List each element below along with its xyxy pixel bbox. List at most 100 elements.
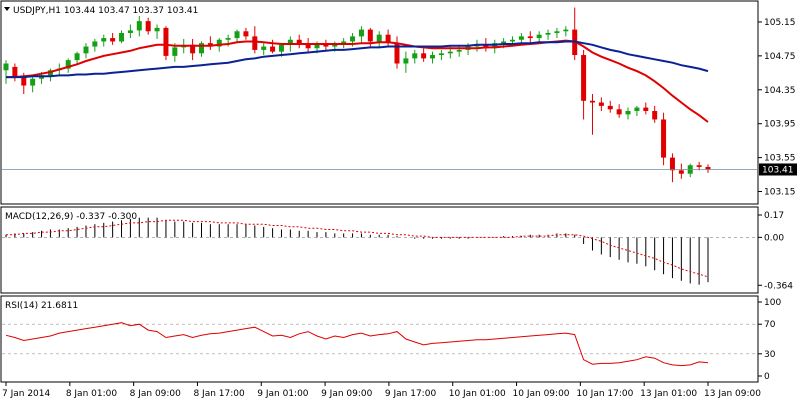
candle-body (447, 51, 453, 54)
candle-body (705, 166, 711, 170)
candle-body (607, 105, 613, 110)
time-tick-label: 10 Jan 09:00 (513, 389, 570, 399)
candle-body (127, 30, 133, 33)
time-tick-label: 8 Jan 17:00 (193, 389, 245, 399)
macd-tick-label: -0.364 (764, 281, 793, 291)
candle-body (296, 39, 302, 45)
candle-body (403, 58, 409, 64)
candle-body (456, 49, 462, 52)
candle-body (510, 39, 516, 42)
rsi-tick-label: 70 (764, 320, 776, 330)
rsi-layer (2, 322, 757, 367)
candle-body (598, 102, 604, 106)
candle-body (589, 100, 595, 103)
candle-body (172, 47, 178, 56)
price-tick-label: 103.55 (764, 154, 796, 164)
candle-body (554, 31, 560, 33)
candle-body (21, 77, 27, 86)
candle-body (518, 36, 524, 40)
current-price-text: 103.41 (762, 165, 794, 175)
candle-body (92, 41, 98, 47)
candle-body (65, 60, 71, 69)
candle-body (545, 32, 551, 35)
candle-body (634, 107, 640, 111)
candle-body (314, 43, 320, 49)
collapse-arrow-icon[interactable] (4, 7, 10, 11)
candle-body (12, 66, 18, 78)
candle-body (563, 29, 569, 32)
candle-body (332, 44, 338, 47)
candle-body (287, 39, 293, 45)
candle-body (696, 165, 702, 167)
rsi-tick-label: 30 (764, 350, 776, 360)
macd-tick-label: 0.17 (764, 211, 784, 221)
price-tick-label: 103.95 (764, 120, 796, 130)
time-tick-label: 7 Jan 2014 (2, 389, 50, 399)
rsi-tick-label: 100 (764, 298, 781, 308)
time-tick-label: 9 Jan 01:00 (257, 389, 309, 399)
candle-body (430, 55, 436, 59)
moving-average-line (6, 40, 709, 79)
candle-body (625, 110, 631, 115)
candle-body (536, 34, 542, 39)
time-tick-label: 13 Jan 09:00 (704, 389, 761, 399)
price-tick-label: 104.75 (764, 52, 796, 62)
candle-body (661, 119, 667, 158)
candle-body (438, 53, 444, 56)
candle-body (616, 109, 622, 115)
candle-body (30, 78, 36, 86)
macd-layer (2, 217, 757, 285)
time-axis: 7 Jan 2014 8 Jan 01:00 8 Jan 09:00 8 Jan 17… (2, 382, 761, 399)
candle-body (163, 27, 169, 56)
candle-body (261, 46, 267, 50)
macd-tick-label: 0.00 (764, 233, 784, 243)
candle-body (278, 44, 284, 52)
candle-body (234, 31, 240, 39)
candle-body (136, 21, 142, 31)
candle-body (243, 31, 249, 37)
rsi-tick-label: 0 (764, 372, 770, 382)
candle-body (581, 55, 587, 101)
price-layer (2, 7, 757, 183)
candle-body (101, 38, 107, 42)
candle-body (198, 43, 204, 54)
current-price-label: 103.41 (759, 163, 797, 176)
price-tick-label: 103.15 (764, 188, 796, 198)
candle-body (527, 36, 533, 39)
rsi-panel (0, 295, 759, 383)
candle-body (190, 44, 196, 54)
candle-body (358, 29, 364, 37)
candle-body (367, 29, 373, 42)
time-tick-label: 10 Jan 17:00 (576, 389, 633, 399)
candle-body (394, 43, 400, 64)
time-tick-label: 13 Jan 01:00 (640, 389, 697, 399)
time-tick-label: 10 Jan 01:00 (449, 389, 506, 399)
candle-body (119, 32, 125, 42)
candle-body (270, 46, 276, 52)
candle-body (3, 63, 9, 71)
candle-body (643, 107, 649, 111)
candle-body (412, 53, 418, 59)
macd-axis: 0.17 0.00 -0.364 (758, 211, 793, 291)
candle-body (669, 157, 675, 171)
price-panel-title: USDJPY,H1 103.44 103.47 103.37 103.41 (13, 6, 198, 16)
moving-average-line (6, 39, 709, 123)
candle-body (74, 53, 80, 61)
candle-body (350, 36, 356, 42)
candle-body (216, 39, 222, 47)
rsi-line (5, 322, 709, 367)
rsi-panel-title: RSI(14) 21.6811 (5, 301, 78, 311)
macd-signal-line (6, 219, 709, 278)
price-tick-label: 105.15 (764, 18, 796, 28)
time-tick-label: 9 Jan 09:00 (321, 389, 373, 399)
time-tick-label: 9 Jan 17:00 (385, 389, 437, 399)
candle-body (145, 21, 151, 32)
candle-body (385, 34, 391, 44)
candle-body (652, 110, 658, 120)
candle-body (376, 34, 382, 42)
macd-panel-title: MACD(12,26,9) -0.337 -0.300 (5, 212, 137, 222)
candle-body (225, 38, 231, 40)
candle-body (110, 38, 116, 42)
